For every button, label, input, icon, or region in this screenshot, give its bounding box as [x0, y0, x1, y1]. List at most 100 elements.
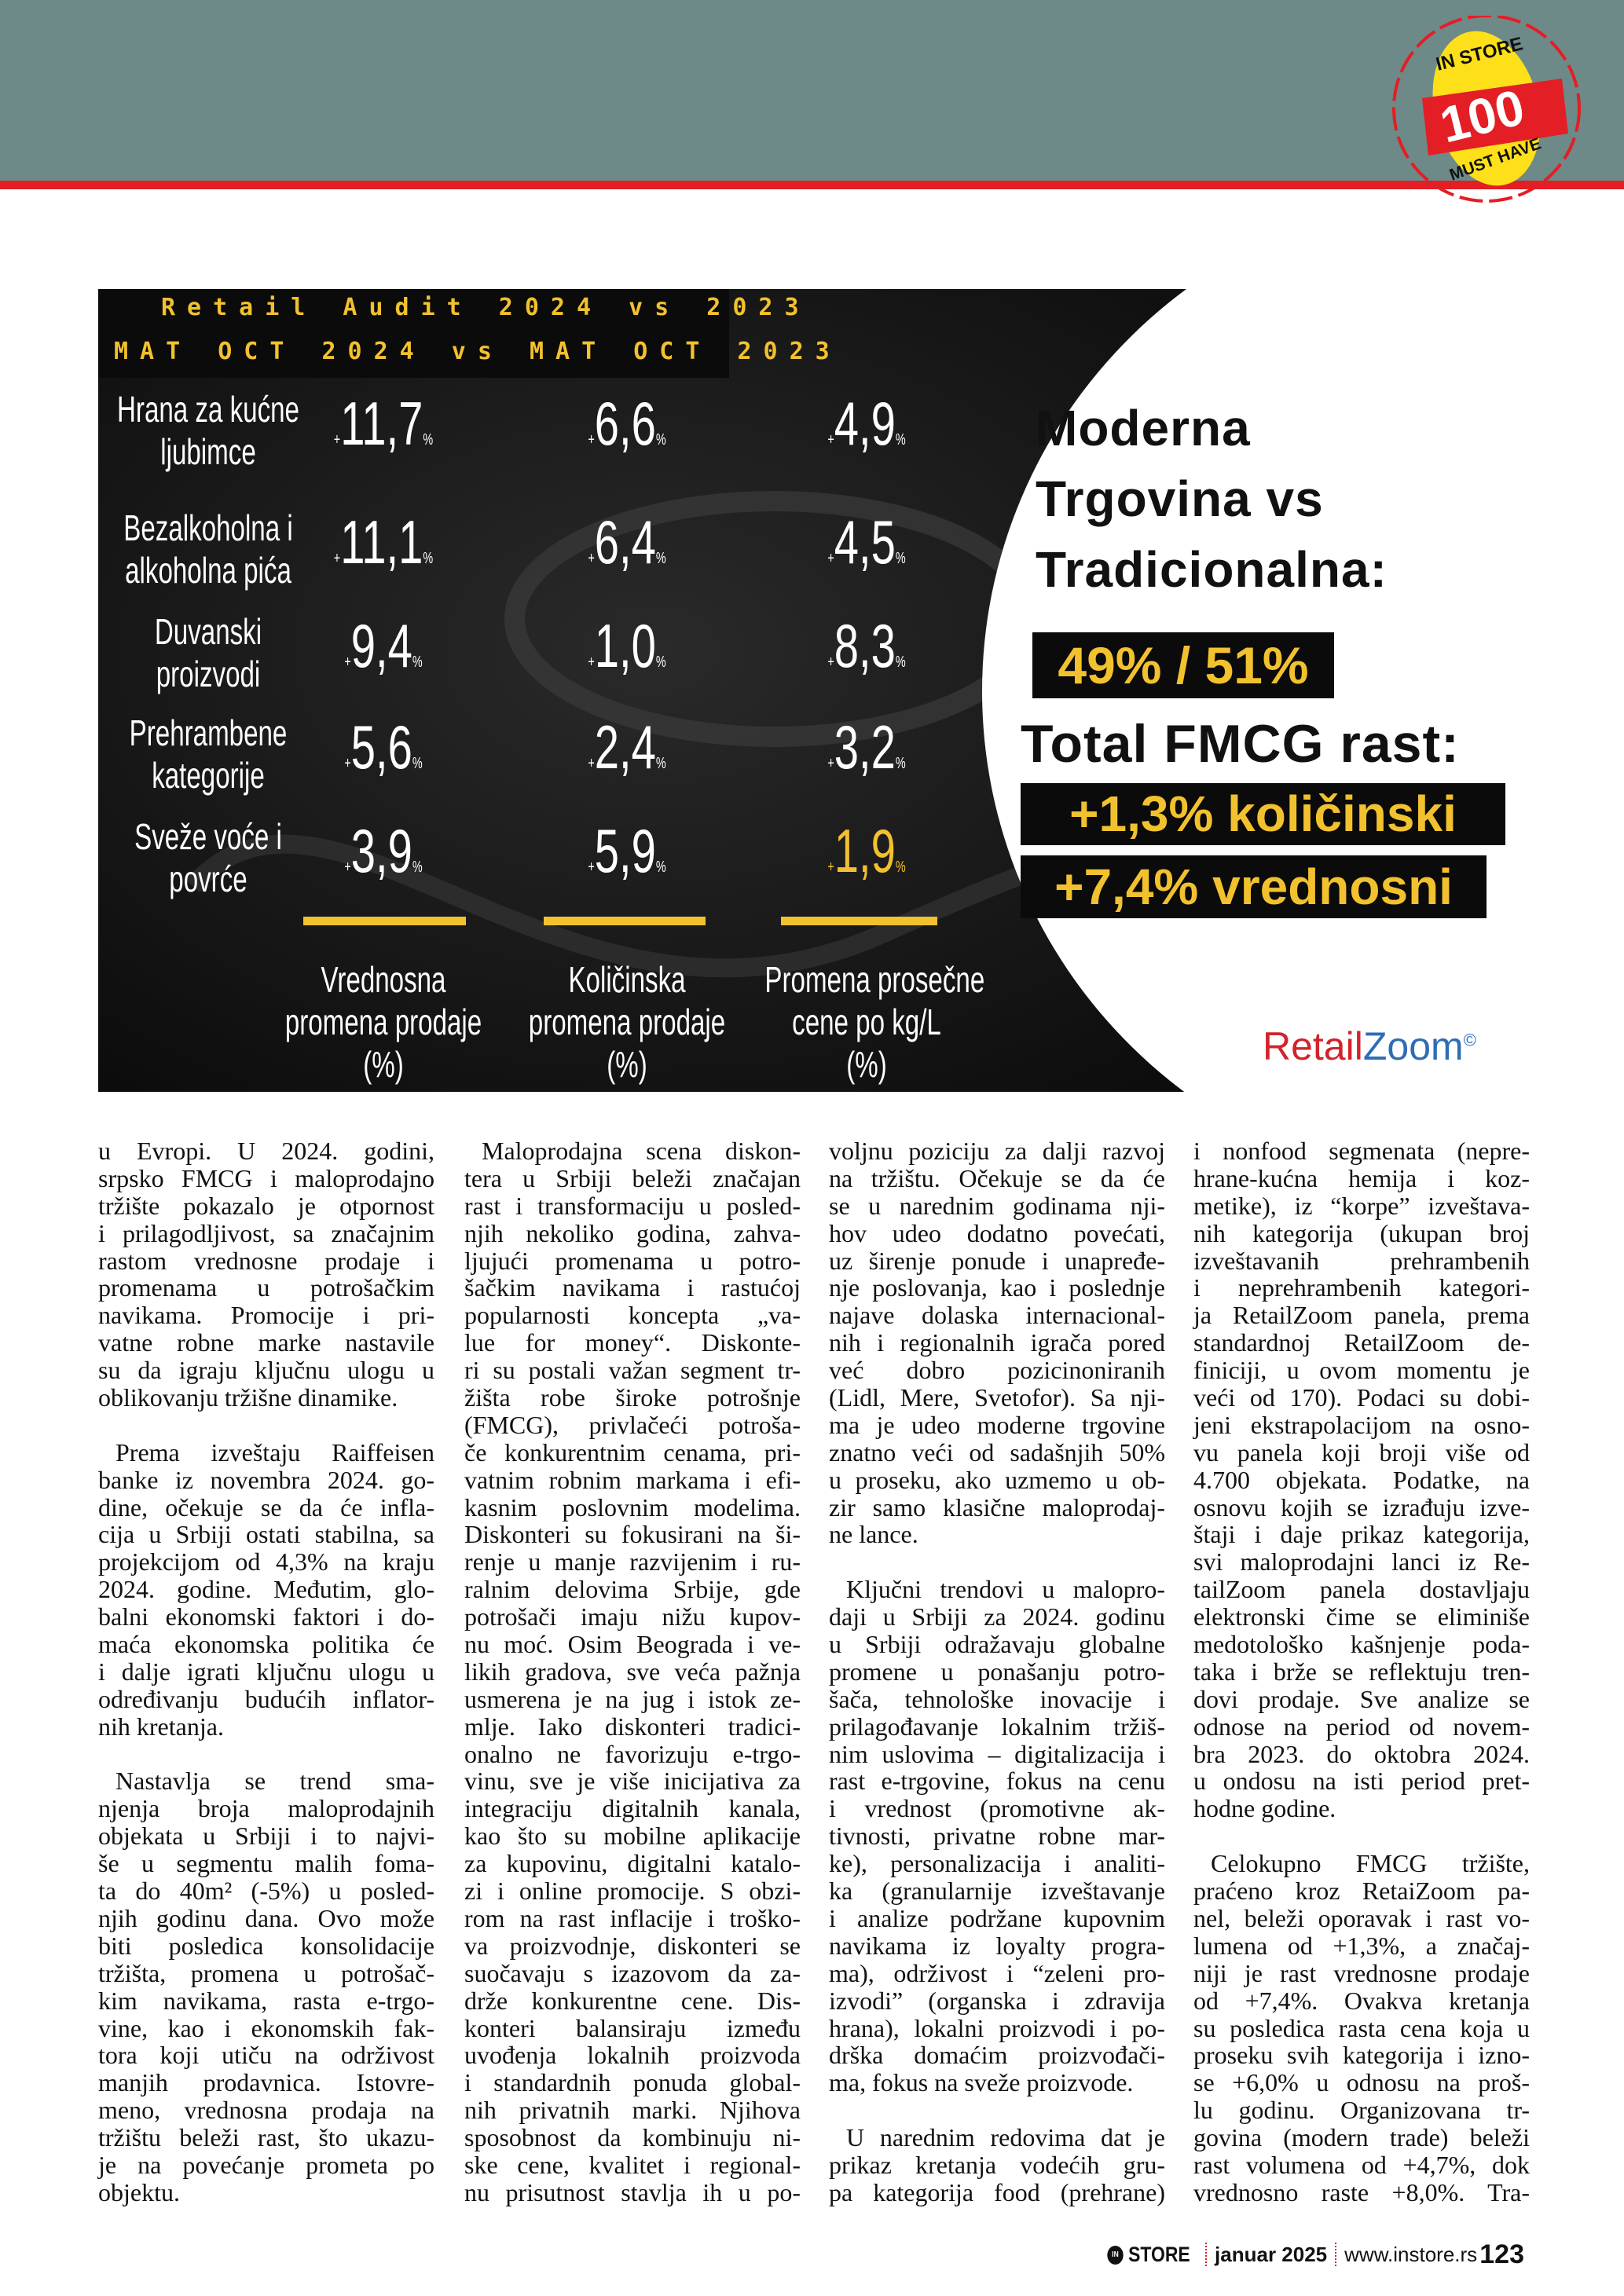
text-line: u proseku, ako uzmemo u ob-: [829, 1465, 1165, 1494]
text-line: finiciji, u ovom momentu je: [1193, 1356, 1530, 1385]
text-line: izveštavanih prehrambenih: [1193, 1246, 1530, 1275]
text-line: kao što su mobilne aplikacije: [464, 1822, 801, 1851]
text-line: promenama u potrošačkim: [98, 1273, 434, 1302]
text-column-2: Maloprodajna scena diskon-tera u Srbiji …: [464, 1137, 801, 2206]
headline-line: Trgovina vs: [1036, 471, 1324, 527]
text-line: u Srbiji odražavaju globalne: [829, 1630, 1165, 1659]
text-line: tailZoom panela dostavljaju: [1193, 1575, 1530, 1604]
text-line: lu godinu. Organizovana tr-: [1193, 2096, 1530, 2125]
text-line: ke), personalizacija i analiti-: [829, 1849, 1165, 1878]
text-line: šačkim navikama i rastućoj: [464, 1273, 801, 1302]
text-line: rast volumena od +4,7%, dok: [1193, 2150, 1530, 2179]
text-line: oblikovanju tržišne dinamike.: [98, 1383, 398, 1412]
text-line: nu moć. Osim Beograda i ve-: [464, 1630, 801, 1659]
text-line: izvodi” (organska i zdravija: [829, 1986, 1165, 2015]
text-line: objektu.: [98, 2177, 180, 2206]
text-line: proseku svih kategorija i izno-: [1193, 2041, 1530, 2070]
text-line: tora koji utiču na održivost: [98, 2041, 434, 2070]
metric-value: +4,9%: [782, 388, 951, 460]
instore-footer-logo: IN STORE: [1107, 2243, 1190, 2267]
total-fmcg-title: Total FMCG rast:: [1021, 714, 1460, 774]
text-line: vatnim robnim markama i efi-: [464, 1465, 801, 1494]
text-line: balni ekonomski faktori i do-: [98, 1602, 434, 1631]
text-line: nih i regionalnih igrača pored: [829, 1328, 1165, 1357]
text-line: popularnosti koncepta „va-: [464, 1301, 801, 1330]
row-label-line: Prehrambene: [129, 712, 288, 753]
row-label-line: ljubimce: [160, 431, 256, 472]
text-line: mlje. Iako diskonteri tradici-: [464, 1712, 801, 1741]
text-line: niji je rast vrednosne prodaje: [1193, 1958, 1530, 1987]
value-prefix: +: [827, 654, 834, 671]
column-header: Količinska promena prodaje (%): [525, 958, 728, 1086]
column-header-line: Količinska: [568, 959, 686, 1000]
value-prefix: +: [588, 859, 595, 876]
text-line: nih kategorija (ukupan broj: [1193, 1218, 1530, 1247]
text-line: meno, vrednosna prodaja na: [98, 2096, 434, 2125]
value-prefix: +: [333, 550, 341, 567]
text-line: taka i brže se reflektuju tren-: [1193, 1657, 1530, 1686]
text-line: hrana), lokalni proizvodi i po-: [829, 2013, 1165, 2042]
text-line: svi maloprodajni lanci iz Re-: [1193, 1547, 1530, 1576]
text-line: veći od 170). Podaci su dobi-: [1193, 1383, 1530, 1412]
text-line: standardnoj RetailZoom de-: [1193, 1328, 1530, 1357]
text-line: vinu, sve je više inicijativa za: [464, 1767, 801, 1796]
text-line: (Lidl, Mere, Svetofor). Sa nji-: [829, 1383, 1165, 1412]
text-line: uz širenje ponude i unapređe-: [829, 1246, 1165, 1275]
text-line: daji u Srbiji za 2024. godinu: [829, 1602, 1165, 1631]
text-line: ja RetailZoom panela, prema: [1193, 1301, 1530, 1330]
column-header: Vrednosna promena prodaje (%): [281, 958, 485, 1086]
text-line: če konkurentnim cenama, pri-: [464, 1437, 801, 1467]
metric-value: +3,9%: [299, 815, 468, 887]
column-underline: [781, 917, 937, 925]
text-line: pa kategorija food (prehrane): [829, 2177, 1165, 2206]
text-line: njih godinu dana. Ovo može: [98, 1903, 434, 1932]
in-mark-icon: IN: [1107, 2246, 1124, 2265]
text-line: bra 2023. do oktobra 2024.: [1193, 1739, 1530, 1768]
text-line: ma, fokus na sveže proizvode.: [829, 2068, 1134, 2097]
value-number: 11,1: [340, 507, 423, 577]
text-line: tera u Srbiji beleži značajan: [464, 1163, 801, 1192]
text-line: govina (modern trade) beleži: [1193, 2123, 1530, 2152]
text-line: na tržištu. Očekuje se da će: [829, 1163, 1165, 1192]
footer-brand: STORE: [1128, 2242, 1190, 2266]
row-label: Prehrambene kategorije: [112, 712, 305, 796]
value-prefix: +: [827, 755, 834, 772]
footer-divider: [1335, 2243, 1337, 2266]
paragraph-gap: [829, 2096, 1165, 2124]
text-line: vrednosno raste +8,0%. Tra-: [1193, 2177, 1530, 2206]
metric-value: +8,3%: [782, 610, 951, 682]
value-prefix: +: [827, 431, 834, 449]
text-line: praćeno kroz RetaiZoom pa-: [1193, 1877, 1530, 1906]
value-suffix: %: [412, 859, 423, 876]
text-line: i neprehrambenih kategori-: [1193, 1273, 1530, 1302]
text-line: šača, tehnološke inovacije i: [829, 1684, 1165, 1713]
text-line: uvođenja lokalnih proizvoda: [464, 2041, 801, 2070]
text-line: drška domaćim proizvođači-: [829, 2041, 1165, 2070]
text-line: Prema izveštaju Raiffeisen: [115, 1437, 434, 1467]
text-line: medotološko kašnjenje poda-: [1193, 1630, 1530, 1659]
footer-website[interactable]: www.instore.rs: [1344, 2242, 1478, 2266]
row-label-line: kategorije: [152, 755, 265, 796]
text-line: njih nekoliko godina, zahva-: [464, 1218, 801, 1247]
text-line: nje poslovanja, kao i poslednje: [829, 1273, 1165, 1302]
text-line: navikama. Promocije i pri-: [98, 1301, 434, 1330]
text-line: je na povećanje prometa po: [98, 2150, 434, 2179]
text-line: potrošači imaju nižu kupov-: [464, 1602, 801, 1631]
text-line: Ključni trendovi u malopro-: [846, 1575, 1165, 1604]
paragraph-gap: [98, 1741, 434, 1768]
text-line: Celokupno FMCG tržište,: [1211, 1849, 1530, 1878]
logo-retail: Retail: [1263, 1024, 1363, 1068]
value-prefix: +: [588, 654, 595, 671]
text-line: Maloprodajna scena diskon-: [482, 1137, 801, 1165]
retail-audit-infographic: Retail Audit 2024 vs 2023 MAT OCT 2024 v…: [98, 289, 1509, 1092]
row-label-line: Sveže voće i: [134, 816, 282, 857]
row-label-line: Bezalkoholna i: [123, 507, 293, 548]
value-number: 8,3: [834, 611, 896, 680]
paragraph-gap: [1193, 1822, 1530, 1850]
headline-line: Moderna: [1036, 400, 1251, 456]
text-line: usmerena je na jug i istok ze-: [464, 1684, 801, 1713]
column-header-line: promena prodaje: [284, 1002, 482, 1042]
text-line: se u narednim godinama nji-: [829, 1191, 1165, 1220]
text-line: i standardnih ponuda global-: [464, 2068, 801, 2097]
text-line: ma je udeo moderne trgovine: [829, 1410, 1165, 1439]
